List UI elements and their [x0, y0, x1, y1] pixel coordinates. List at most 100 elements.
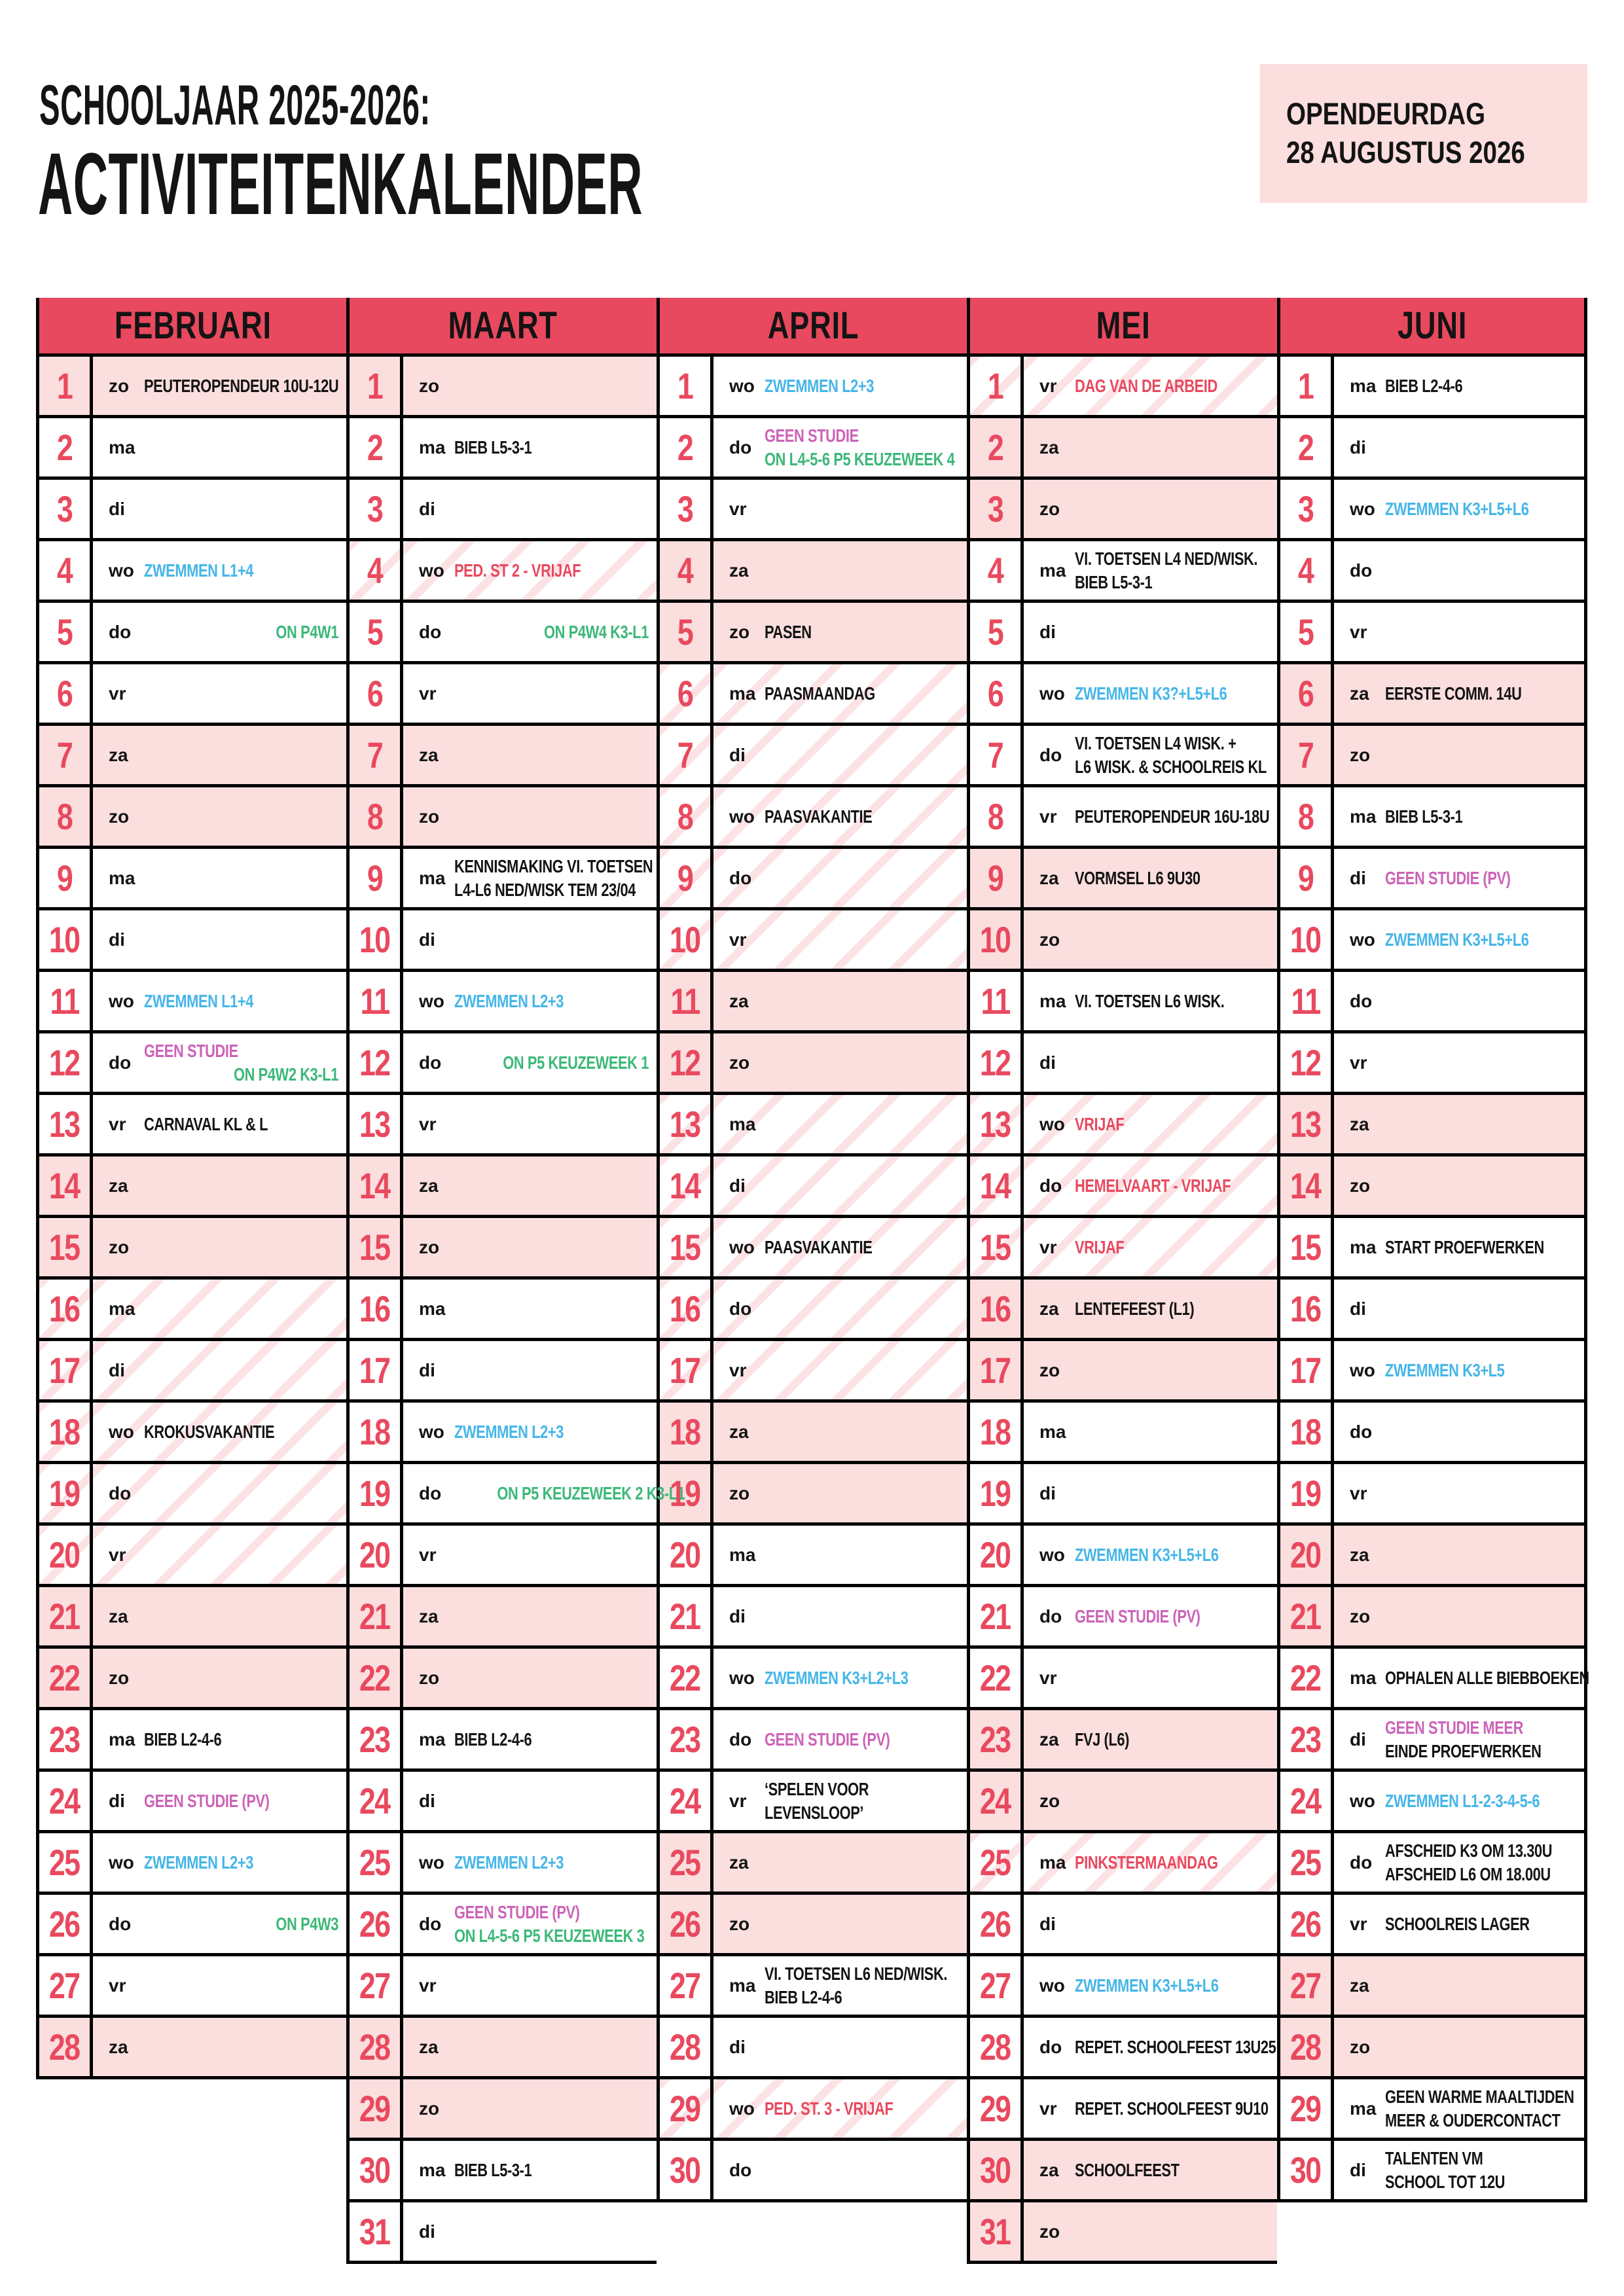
day-number: 4 — [660, 541, 713, 600]
calendar-day-row: 27 za — [1280, 1956, 1584, 2018]
calendar-day-row: 7 zo — [1280, 726, 1584, 787]
day-content-cell: wo ZWEMMEN K3+L5+L6 — [1024, 1956, 1277, 2015]
calendar-day-row: 21 za — [39, 1587, 346, 1649]
day-content-cell: do — [1334, 972, 1584, 1030]
calendar-day-row: 11 wo ZWEMMEN L2+3 — [350, 972, 657, 1033]
activity-list: GEEN STUDIE (PV) — [1385, 867, 1584, 890]
day-number: 10 — [970, 910, 1024, 969]
activity-list: PAASMAANDAG — [765, 682, 967, 706]
day-abbrev: zo — [729, 1913, 750, 1934]
activity-list: VORMSEL L6 9U30 — [1075, 867, 1277, 890]
day-abbrev: zo — [1350, 1605, 1371, 1626]
day-number: 27 — [1280, 1956, 1334, 2015]
activity-label: REPET. SCHOOLFEEST 13U25 — [1075, 2036, 1276, 2057]
day-abbrev: vr — [1039, 1236, 1057, 1257]
day-content-cell: di — [1024, 1895, 1277, 1953]
calendar-day-row: 14 di — [660, 1157, 967, 1218]
day-abbrev: vr — [109, 1544, 126, 1565]
activity-list: SCHOOLREIS LAGER — [1385, 1912, 1584, 1936]
month-column-mei: MEI 1 vr DAG VAN DE ARBEID 2 za 3 zo 4 ma VI. TOET… — [967, 298, 1277, 2264]
activity-list: PED. ST 2 - VRIJAF — [454, 559, 657, 583]
day-abbrev: za — [109, 1605, 128, 1626]
day-number: 12 — [1280, 1033, 1334, 1092]
day-number: 29 — [350, 2079, 403, 2138]
calendar-day-row: 3 di — [350, 480, 657, 541]
day-abbrev: zo — [729, 1052, 750, 1073]
calendar-day-row: 17 di — [350, 1341, 657, 1403]
day-content-cell: do GEEN STUDIE (PV) — [1024, 1587, 1277, 1645]
day-number: 17 — [970, 1341, 1024, 1399]
day-number: 28 — [350, 2018, 403, 2076]
day-content-cell: vr — [403, 1956, 657, 2015]
calendar-day-row: 30 ma BIEB L5-3-1 — [350, 2141, 657, 2202]
day-number: 8 — [970, 787, 1024, 846]
day-number: 23 — [1280, 1710, 1334, 1768]
day-content-cell: ma PINKSTERMAANDAG — [1024, 1833, 1277, 1892]
day-abbrev: zo — [1350, 2036, 1371, 2057]
day-abbrev: zo — [419, 2098, 440, 2119]
day-content-cell: zo — [93, 1649, 346, 1707]
day-content-cell: zo — [1024, 2202, 1277, 2261]
day-abbrev: di — [1350, 1298, 1366, 1319]
day-number: 21 — [39, 1587, 93, 1645]
day-number: 8 — [660, 787, 713, 846]
day-number: 28 — [660, 2018, 713, 2076]
day-abbrev: ma — [1039, 990, 1066, 1011]
calendar-day-row: 4 ma VI. TOETSEN L4 NED/WISK. BIEB L5-3-1 — [970, 541, 1277, 603]
day-content-cell: vr — [1334, 603, 1584, 661]
day-content-cell: za — [93, 2018, 346, 2076]
calendar-day-row: 28 za — [350, 2018, 657, 2079]
day-abbrev: vr — [1350, 1482, 1367, 1503]
day-content-cell: do GEEN STUDIE (PV) ON L4-5-6 P5 KEUZEWEEK… — [403, 1895, 657, 1953]
day-content-cell: za EERSTE COMM. 14U — [1334, 664, 1584, 723]
day-abbrev: wo — [109, 560, 134, 581]
calendar-day-row: 30 do — [660, 2141, 967, 2202]
day-abbrev: za — [109, 744, 128, 765]
day-number: 1 — [350, 357, 403, 415]
day-abbrev: do — [1039, 1605, 1062, 1626]
day-content-cell: za — [1334, 1095, 1584, 1153]
day-content-cell: do HEMELVAART - VRIJAF — [1024, 1157, 1277, 1215]
calendar-day-row: 29 wo PED. ST. 3 - VRIJAF — [660, 2079, 967, 2141]
day-abbrev: zo — [1039, 1359, 1060, 1380]
day-number: 30 — [660, 2141, 713, 2199]
activity-list: FVJ (L6) — [1075, 1728, 1277, 1751]
day-abbrev: di — [729, 1605, 746, 1626]
month-column-april: APRIL 1 wo ZWEMMEN L2+3 2 do GEEN STUDIE ON L4-… — [657, 298, 967, 2202]
day-abbrev: do — [419, 1913, 442, 1934]
day-number: 26 — [1280, 1895, 1334, 1953]
calendar-day-row: 26 di — [970, 1895, 1277, 1956]
day-content-cell: zo — [1024, 910, 1277, 969]
day-number: 10 — [39, 910, 93, 969]
day-abbrev: za — [419, 2036, 439, 2057]
day-content-cell: zo — [1024, 480, 1277, 538]
calendar-day-row: 11 ma VI. TOETSEN L6 WISK. — [970, 972, 1277, 1033]
day-content-cell: ma BIEB L2-4-6 — [93, 1710, 346, 1768]
activity-list: KROKUSVAKANTIE — [144, 1420, 346, 1444]
day-abbrev: vr — [109, 1113, 126, 1134]
calendar-day-row: 21 di — [660, 1587, 967, 1649]
day-content-cell: di — [1334, 1280, 1584, 1338]
day-content-cell: di — [93, 910, 346, 969]
day-content-cell: di — [403, 2202, 657, 2261]
activity-label: GEEN STUDIE (PV) — [454, 1901, 580, 1922]
day-abbrev: ma — [1350, 1667, 1377, 1688]
activity-label: SCHOOLREIS LAGER — [1385, 1913, 1530, 1934]
day-number: 16 — [1280, 1280, 1334, 1338]
day-content-cell: vr CARNAVAL KL & L — [93, 1095, 346, 1153]
day-abbrev: ma — [1350, 375, 1377, 396]
activity-label: ZWEMMEN L2+3 — [454, 1852, 564, 1873]
day-abbrev: za — [1350, 1113, 1369, 1134]
calendar-day-row: 14 za — [39, 1157, 346, 1218]
activity-label: GEEN STUDIE MEER — [1385, 1717, 1523, 1738]
day-number: 7 — [350, 726, 403, 784]
day-number: 25 — [39, 1833, 93, 1892]
calendar-day-row: 10 vr — [660, 910, 967, 972]
day-abbrev: do — [1350, 1421, 1373, 1442]
activity-list: VI. TOETSEN L6 WISK. — [1075, 990, 1277, 1013]
day-abbrev: wo — [1039, 1544, 1065, 1565]
day-abbrev: di — [109, 498, 125, 519]
day-number: 6 — [660, 664, 713, 723]
day-number: 13 — [970, 1095, 1024, 1153]
day-number: 15 — [660, 1218, 713, 1276]
